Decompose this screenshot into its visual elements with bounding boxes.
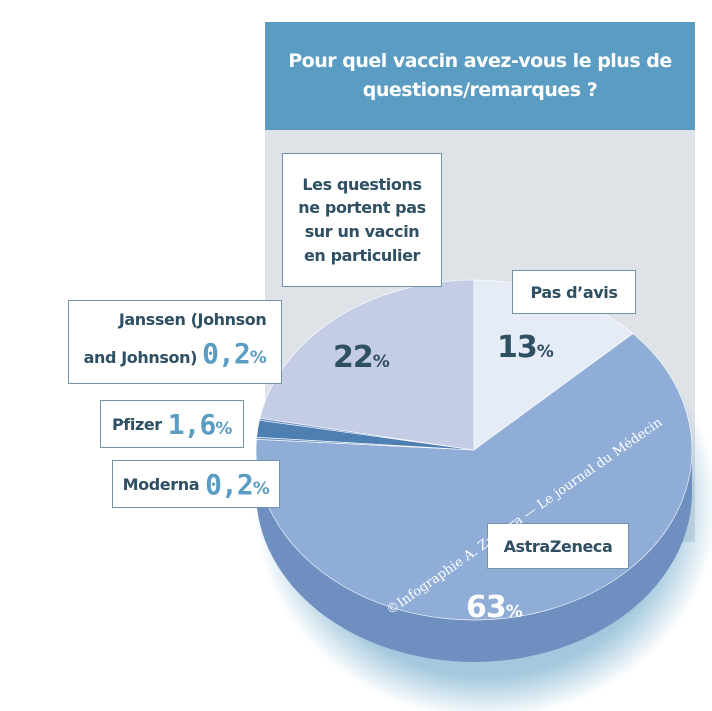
value-astrazeneca: 63%	[466, 590, 523, 625]
label-pfizer-text: Pfizer	[111, 414, 162, 434]
moderna-percent: %	[252, 478, 270, 499]
label-astrazeneca-text: AstraZeneca	[503, 536, 613, 556]
janssen-percent: %	[249, 348, 267, 369]
label-no-specific-vaccin: Les questions ne portent pas sur un vacc…	[282, 153, 442, 287]
value-pas-avis: 13%	[497, 330, 554, 365]
value-astra-percent: %	[505, 602, 523, 622]
value-none-number: 22	[333, 340, 374, 375]
pfizer-percent: %	[215, 418, 233, 439]
label-janssen-line-1: Janssen (Johnson	[118, 309, 267, 329]
value-astra-number: 63	[466, 590, 507, 625]
label-none-line-4: en particulier	[303, 245, 421, 265]
value-pas-avis-percent: %	[536, 342, 554, 362]
label-moderna: Moderna 0,2%	[112, 460, 280, 508]
label-moderna-text: Moderna	[122, 474, 200, 494]
label-janssen-line-2: and Johnson)	[83, 348, 198, 368]
label-pas-avis-text: Pas d’avis	[530, 282, 618, 302]
pfizer-value: 1,6	[167, 407, 217, 441]
pie-depth	[256, 450, 692, 662]
value-none-percent: %	[372, 352, 390, 372]
title-band: Pour quel vaccin avez-vous le plus de qu…	[265, 22, 695, 130]
label-astrazeneca: AstraZeneca	[487, 523, 629, 569]
label-none-line-3: sur un vaccin	[304, 222, 420, 241]
label-none-line-1: Les questions	[302, 174, 422, 194]
value-no-specific-vaccin: 22%	[333, 340, 390, 375]
label-pas-avis: Pas d’avis	[512, 270, 636, 314]
value-pas-avis-number: 13	[497, 330, 538, 365]
label-pfizer: Pfizer 1,6%	[100, 400, 244, 448]
chart-title-text: Pour quel vaccin avez-vous le plus de qu…	[288, 49, 672, 101]
chart-title: Pour quel vaccin avez-vous le plus de qu…	[265, 47, 695, 106]
moderna-value: 0,2	[205, 467, 254, 501]
label-none-line-2: ne portent pas	[298, 198, 426, 218]
janssen-value: 0,2	[202, 337, 251, 371]
label-janssen: Janssen (Johnson and Johnson) 0,2%	[68, 300, 282, 384]
